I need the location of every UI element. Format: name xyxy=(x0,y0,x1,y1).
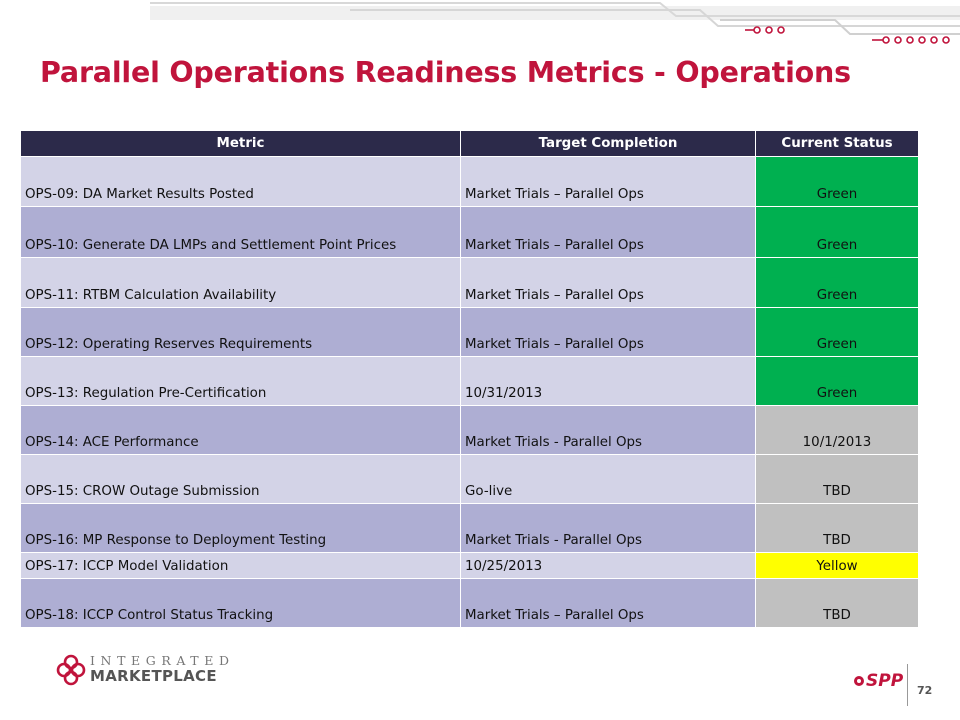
status-cell: 10/1/2013 xyxy=(755,405,919,455)
table-header-row: Metric Target Completion Current Status xyxy=(20,130,919,157)
table-row: OPS-17: ICCP Model Validation 10/25/2013… xyxy=(20,552,919,579)
metric-cell: OPS-14: ACE Performance xyxy=(20,405,461,455)
metric-cell: OPS-10: Generate DA LMPs and Settlement … xyxy=(20,206,461,258)
target-cell: 10/31/2013 xyxy=(460,356,756,406)
metric-cell: OPS-11: RTBM Calculation Availability xyxy=(20,257,461,308)
table-row: OPS-14: ACE Performance Market Trials - … xyxy=(20,405,919,455)
footer-divider xyxy=(907,664,908,706)
table-row: OPS-11: RTBM Calculation Availability Ma… xyxy=(20,257,919,308)
status-cell: Green xyxy=(755,356,919,406)
table-row: OPS-16: MP Response to Deployment Testin… xyxy=(20,503,919,553)
header-target-completion: Target Completion xyxy=(460,130,756,157)
status-cell: Yellow xyxy=(755,552,919,579)
target-cell: Market Trials - Parallel Ops xyxy=(460,405,756,455)
page-title: Parallel Operations Readiness Metrics - … xyxy=(40,56,851,89)
table-row: OPS-12: Operating Reserves Requirements … xyxy=(20,307,919,357)
spp-logo-icon xyxy=(854,676,864,686)
table-row: OPS-18: ICCP Control Status Tracking Mar… xyxy=(20,578,919,628)
table-row: OPS-09: DA Market Results Posted Market … xyxy=(20,156,919,207)
target-cell: Market Trials - Parallel Ops xyxy=(460,503,756,553)
target-cell: 10/25/2013 xyxy=(460,552,756,579)
status-cell: Green xyxy=(755,156,919,207)
target-cell: Go-live xyxy=(460,454,756,504)
metrics-table: Metric Target Completion Current Status … xyxy=(20,130,919,628)
metric-cell: OPS-09: DA Market Results Posted xyxy=(20,156,461,207)
metric-cell: OPS-12: Operating Reserves Requirements xyxy=(20,307,461,357)
table-row: OPS-13: Regulation Pre-Certification 10/… xyxy=(20,356,919,406)
logo-text-marketplace: MARKETPLACE xyxy=(90,667,217,685)
target-cell: Market Trials – Parallel Ops xyxy=(460,257,756,308)
metric-cell: OPS-15: CROW Outage Submission xyxy=(20,454,461,504)
target-cell: Market Trials – Parallel Ops xyxy=(460,578,756,628)
status-cell: TBD xyxy=(755,503,919,553)
status-cell: TBD xyxy=(755,454,919,504)
metric-cell: OPS-18: ICCP Control Status Tracking xyxy=(20,578,461,628)
status-cell: Green xyxy=(755,307,919,357)
target-cell: Market Trials – Parallel Ops xyxy=(460,206,756,258)
status-cell: TBD xyxy=(755,578,919,628)
metric-cell: OPS-16: MP Response to Deployment Testin… xyxy=(20,503,461,553)
table-row: OPS-10: Generate DA LMPs and Settlement … xyxy=(20,206,919,258)
page-number: 72 xyxy=(917,684,933,697)
metric-cell: OPS-13: Regulation Pre-Certification xyxy=(20,356,461,406)
logo-text-integrated: INTEGRATED xyxy=(90,653,235,668)
integrated-marketplace-logo-icon xyxy=(56,654,86,686)
spp-brand: SPP xyxy=(866,671,904,691)
header-metric: Metric xyxy=(20,130,461,157)
target-cell: Market Trials – Parallel Ops xyxy=(460,156,756,207)
circuit-decoration xyxy=(150,2,960,44)
status-cell: Green xyxy=(755,206,919,258)
table-row: OPS-15: CROW Outage Submission Go-live T… xyxy=(20,454,919,504)
target-cell: Market Trials – Parallel Ops xyxy=(460,307,756,357)
status-cell: Green xyxy=(755,257,919,308)
metric-cell: OPS-17: ICCP Model Validation xyxy=(20,552,461,579)
header-current-status: Current Status xyxy=(755,130,919,157)
